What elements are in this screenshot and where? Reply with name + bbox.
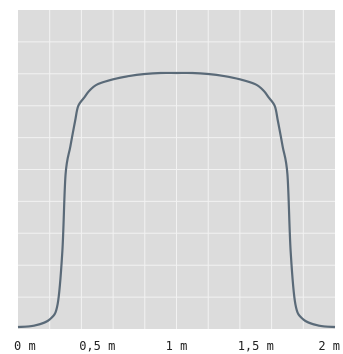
series-line-0 bbox=[17, 71, 336, 329]
x-tick-label: 1 m bbox=[166, 339, 188, 353]
x-tick-label: 0 m bbox=[14, 339, 36, 353]
series-layer bbox=[17, 71, 336, 329]
x-tick-labels: 0 m 0,5 m 1 m 1,5 m 2 m bbox=[14, 339, 340, 353]
x-tick-label: 1,5 m bbox=[238, 339, 274, 353]
x-tick-label: 0,5 m bbox=[79, 339, 115, 353]
x-tick-label: 2 m bbox=[318, 339, 340, 353]
